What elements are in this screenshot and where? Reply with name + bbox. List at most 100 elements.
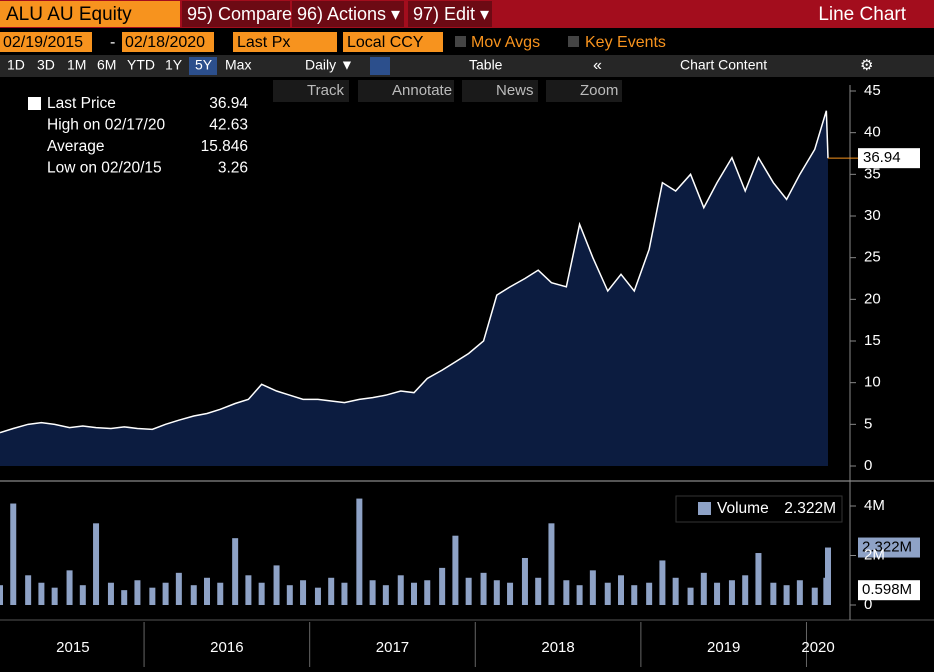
last-price-label: 36.94 bbox=[863, 149, 901, 166]
currency-box[interactable] bbox=[343, 32, 443, 52]
menu-button[interactable] bbox=[408, 1, 492, 27]
tool-button[interactable] bbox=[273, 80, 349, 102]
x-tick-label: 2019 bbox=[707, 639, 740, 656]
start-field[interactable] bbox=[0, 32, 92, 52]
volume-bar bbox=[604, 582, 611, 605]
volume-marker-label: 0.598M bbox=[862, 581, 912, 598]
volume-bar bbox=[646, 582, 653, 605]
settings-icon[interactable]: ⚙ bbox=[860, 57, 873, 74]
legend-value: 15.846 bbox=[201, 138, 248, 155]
x-tick-label: 2015 bbox=[56, 639, 89, 656]
period-button[interactable]: YTD bbox=[127, 57, 155, 73]
frequency[interactable]: Daily ▼ bbox=[305, 57, 354, 73]
period-button[interactable]: 1Y bbox=[165, 57, 183, 73]
period-button[interactable]: 6M bbox=[97, 57, 116, 73]
tool-label: Track bbox=[307, 82, 344, 99]
legend-value: 42.63 bbox=[209, 117, 248, 134]
volume-bar bbox=[672, 577, 679, 605]
line-chart-icon[interactable] bbox=[370, 57, 390, 75]
period-button[interactable]: 5Y bbox=[195, 57, 213, 73]
volume-bar bbox=[0, 585, 3, 605]
volume-bar bbox=[548, 523, 555, 605]
date-separator: - bbox=[110, 34, 115, 51]
x-tick-label: 2017 bbox=[376, 639, 409, 656]
volume-bar bbox=[175, 572, 182, 605]
y-tick-label: 40 bbox=[864, 124, 881, 141]
volume-bar bbox=[493, 580, 500, 605]
period-button[interactable]: 3D bbox=[37, 57, 55, 73]
x-tick-label: 2018 bbox=[541, 639, 574, 656]
volume-bar bbox=[755, 553, 762, 605]
volume-bar bbox=[811, 587, 818, 605]
table-button[interactable]: Table bbox=[469, 57, 503, 73]
volume-bar bbox=[397, 575, 404, 605]
y-tick-label: 2M bbox=[864, 546, 885, 563]
menu-button[interactable] bbox=[292, 1, 404, 27]
volume-bar bbox=[770, 582, 777, 605]
collapse-icon[interactable]: « bbox=[593, 57, 602, 74]
checkbox[interactable] bbox=[455, 36, 466, 47]
currency: Local CCY bbox=[347, 34, 424, 51]
volume-bar bbox=[700, 572, 707, 605]
volume-bar bbox=[728, 580, 735, 605]
volume-bar bbox=[51, 587, 58, 605]
volume-bar bbox=[121, 590, 128, 605]
period-button[interactable]: Max bbox=[225, 57, 251, 73]
active-period bbox=[189, 57, 217, 75]
field-box[interactable] bbox=[233, 32, 337, 52]
y-tick-label: 45 bbox=[864, 82, 881, 99]
volume-bar bbox=[107, 582, 114, 605]
y-tick-label: 20 bbox=[864, 290, 881, 307]
menu-button[interactable] bbox=[182, 1, 290, 27]
volume-bar bbox=[687, 587, 694, 605]
price-line bbox=[0, 110, 829, 434]
volume-bar bbox=[134, 580, 141, 605]
tool-button[interactable] bbox=[462, 80, 538, 102]
volume-bar bbox=[149, 587, 156, 605]
start-date: 02/19/2015 bbox=[3, 34, 83, 51]
volume-marker-label: 2.322M bbox=[862, 538, 912, 555]
volume-bar bbox=[631, 585, 638, 605]
volume-bar bbox=[217, 582, 224, 605]
volume-bar bbox=[190, 585, 197, 605]
volume-bar bbox=[286, 585, 293, 605]
volume-bar bbox=[79, 585, 86, 605]
volume-marker-box bbox=[858, 537, 920, 558]
volume-legend-name: Volume bbox=[717, 500, 769, 517]
period-button[interactable]: 1M bbox=[67, 57, 86, 73]
volume-bar bbox=[825, 547, 831, 605]
tool-label: Annotate bbox=[392, 82, 452, 99]
chart-type: Line Chart bbox=[818, 4, 906, 25]
legend-value: 36.94 bbox=[209, 95, 248, 112]
volume-bar bbox=[659, 560, 666, 605]
volume-bar bbox=[273, 565, 280, 605]
volume-bar bbox=[796, 580, 803, 605]
tool-label: News bbox=[496, 82, 534, 99]
y-tick-label: 25 bbox=[864, 249, 881, 266]
checkbox[interactable] bbox=[568, 36, 579, 47]
check-label: Mov Avgs bbox=[471, 34, 540, 51]
tool-button[interactable] bbox=[546, 80, 622, 102]
volume-bar bbox=[300, 580, 307, 605]
volume-bar bbox=[563, 580, 570, 605]
legend-value: 3.26 bbox=[218, 160, 248, 177]
ticker: ALU AU Equity bbox=[6, 4, 132, 25]
volume-bar bbox=[465, 577, 472, 605]
ticker-box[interactable] bbox=[0, 1, 180, 27]
chart-content[interactable]: Chart Content bbox=[680, 57, 767, 73]
volume-bar bbox=[356, 498, 363, 605]
end-field[interactable] bbox=[122, 32, 214, 52]
y-tick-label: 15 bbox=[864, 332, 881, 349]
period-button[interactable]: 1D bbox=[7, 57, 25, 73]
y-tick-label: 0 bbox=[864, 596, 872, 613]
menu-label: 96) Actions ▾ bbox=[297, 4, 400, 24]
volume-bar bbox=[162, 582, 169, 605]
y-tick-label: 30 bbox=[864, 207, 881, 224]
volume-bar bbox=[424, 580, 431, 605]
volume-bar bbox=[507, 582, 514, 605]
x-tick-label: 2016 bbox=[210, 639, 243, 656]
menu-label: 95) Compare bbox=[187, 4, 292, 24]
menu-label: 97) Edit ▾ bbox=[413, 4, 489, 24]
volume-bar bbox=[589, 570, 596, 605]
tool-button[interactable] bbox=[358, 80, 454, 102]
